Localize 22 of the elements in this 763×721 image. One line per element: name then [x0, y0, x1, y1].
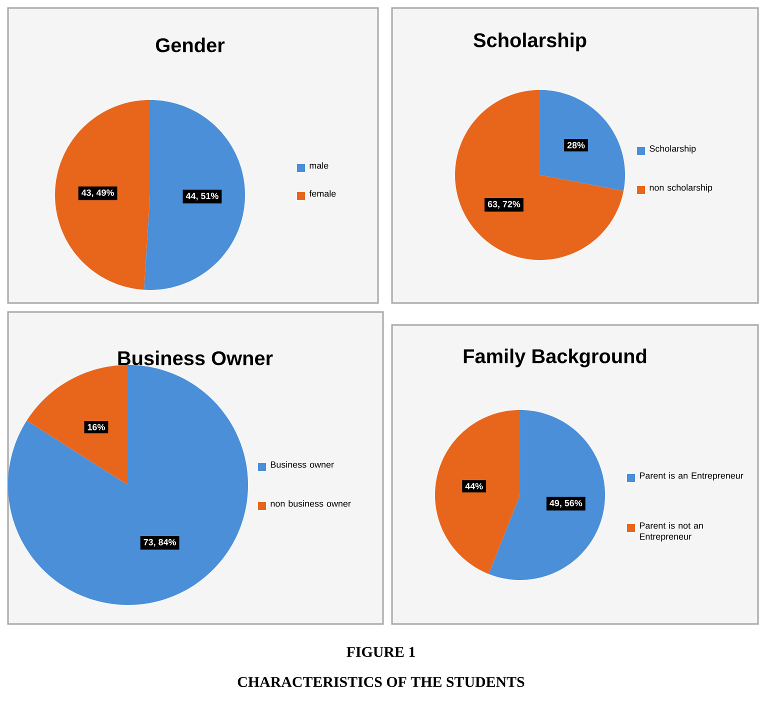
- legend-label: female: [309, 190, 336, 197]
- caption: FIGURE 1: [346, 646, 415, 657]
- data-label: 73, 84%: [144, 538, 176, 547]
- data-label: 44%: [465, 483, 483, 490]
- legend-label: male: [310, 162, 328, 169]
- legend-label: non business owner: [270, 500, 351, 507]
- data-label: 28%: [567, 142, 585, 148]
- data-label: 63, 72%: [488, 200, 520, 209]
- chart-title: Gender: [156, 38, 225, 52]
- chart-title: Scholarship: [474, 32, 586, 52]
- data-label: 16%: [88, 424, 105, 430]
- data-label: 44, 51%: [186, 192, 218, 200]
- legend-label: Scholarship: [650, 145, 696, 154]
- chart-title: Family Background: [464, 348, 646, 368]
- data-label: 49, 56%: [550, 500, 582, 508]
- legend-label: Parent is an Entrepreneur: [640, 472, 744, 481]
- legend-label: non scholarship: [650, 184, 712, 193]
- legend-label: Parent is not an Entrepreneur: [640, 522, 703, 542]
- data-label: 43, 49%: [81, 190, 114, 198]
- chart-title: Business Owner: [118, 350, 273, 366]
- legend-label: Business owner: [270, 461, 334, 468]
- text: CHARACTERISTICS OF THE STUDENTS: [238, 676, 524, 687]
